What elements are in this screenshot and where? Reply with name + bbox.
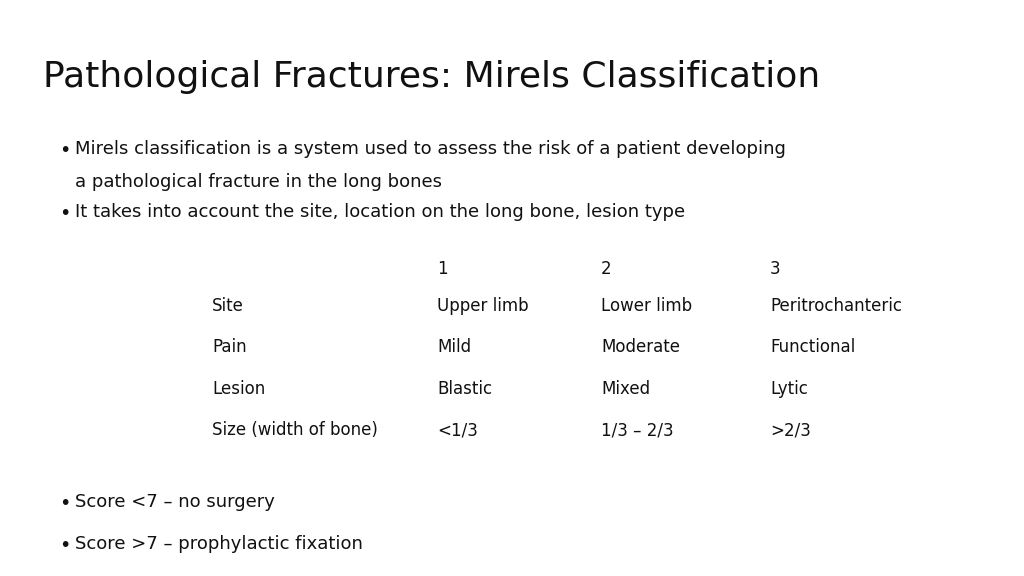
Text: Mixed: Mixed	[601, 380, 650, 398]
Text: It takes into account the site, location on the long bone, lesion type: It takes into account the site, location…	[75, 203, 685, 221]
Text: Functional: Functional	[770, 338, 855, 357]
Text: Pathological Fractures: Mirels Classification: Pathological Fractures: Mirels Classific…	[43, 60, 820, 94]
Text: •: •	[59, 204, 71, 223]
Text: Lower limb: Lower limb	[601, 297, 692, 315]
Text: <1/3: <1/3	[437, 421, 478, 439]
Text: Pain: Pain	[212, 338, 247, 357]
Text: Peritrochanteric: Peritrochanteric	[770, 297, 902, 315]
Text: •: •	[59, 141, 71, 160]
Text: Blastic: Blastic	[437, 380, 493, 398]
Text: 1/3 – 2/3: 1/3 – 2/3	[601, 421, 674, 439]
Text: •: •	[59, 536, 71, 555]
Text: Mild: Mild	[437, 338, 471, 357]
Text: Upper limb: Upper limb	[437, 297, 528, 315]
Text: 3: 3	[770, 260, 780, 278]
Text: •: •	[59, 494, 71, 513]
Text: Score >7 – prophylactic fixation: Score >7 – prophylactic fixation	[75, 535, 362, 552]
Text: Moderate: Moderate	[601, 338, 680, 357]
Text: Lytic: Lytic	[770, 380, 808, 398]
Text: Lesion: Lesion	[212, 380, 265, 398]
Text: Size (width of bone): Size (width of bone)	[212, 421, 378, 439]
Text: Mirels classification is a system used to assess the risk of a patient developin: Mirels classification is a system used t…	[75, 140, 785, 158]
Text: 2: 2	[601, 260, 611, 278]
Text: 1: 1	[437, 260, 447, 278]
Text: >2/3: >2/3	[770, 421, 811, 439]
Text: Site: Site	[212, 297, 244, 315]
Text: Score: Score	[552, 229, 605, 247]
Text: a pathological fracture in the long bones: a pathological fracture in the long bone…	[75, 173, 441, 191]
Text: Score <7 – no surgery: Score <7 – no surgery	[75, 493, 274, 511]
